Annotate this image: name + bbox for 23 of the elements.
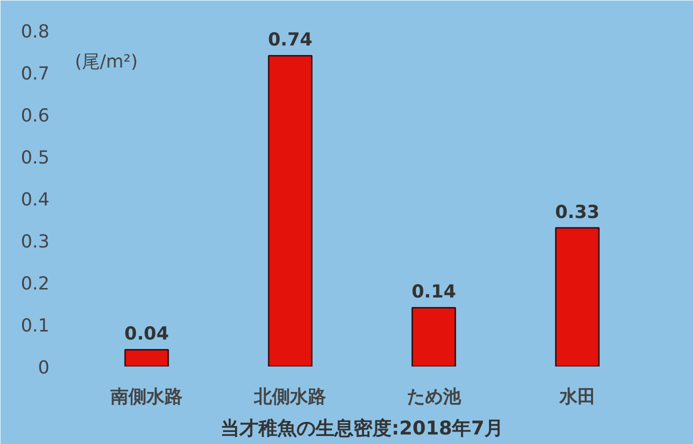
data-label: 0.33 [555, 202, 600, 223]
y-tick-label: 0.5 [20, 148, 50, 168]
x-tick-label: 南側水路 [110, 386, 183, 408]
y-tick-label: 0.7 [20, 64, 50, 84]
x-tick-label: 北側水路 [253, 386, 326, 408]
y-tick-label: 0.3 [20, 232, 50, 252]
y-tick-label: 0.6 [20, 106, 50, 126]
y-tick-label: 0 [38, 358, 50, 378]
bar [412, 306, 456, 366]
x-tick-label: 水田 [558, 386, 596, 408]
data-label: 0.04 [124, 324, 169, 345]
bar [555, 227, 600, 366]
data-label: 0.74 [268, 30, 312, 51]
data-label: 0.14 [412, 282, 456, 303]
y-tick-label: 0.8 [20, 22, 50, 42]
y-axis-title: (尾/m²) [74, 52, 138, 72]
text: 当才稚魚の生息密度:2018年7月 [220, 418, 504, 440]
x-tick-label: ため池 [406, 386, 462, 408]
bar [268, 54, 312, 366]
y-tick-label: 0.1 [20, 316, 50, 336]
bar [124, 348, 169, 366]
y-tick-label: 0.4 [20, 190, 50, 210]
y-tick-label: 0.2 [20, 274, 50, 294]
